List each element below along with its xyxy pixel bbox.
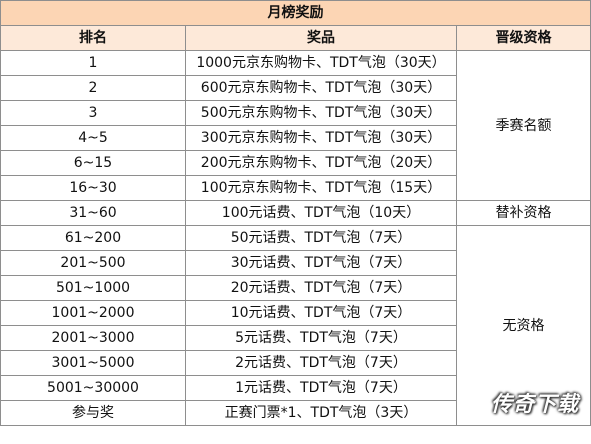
table-row: 参与奖 正赛门票*1、TDT气泡（3天） (0, 400, 591, 426)
table-row: 1001~2000 10元话费、TDT气泡（7天） (0, 300, 591, 326)
rank-cell: 2 (0, 75, 186, 101)
table-row: 3 500元京东购物卡、TDT气泡（30天） (0, 100, 591, 126)
prize-cell: 50元话费、TDT气泡（7天） (185, 225, 457, 251)
table-row: 61~200 50元话费、TDT气泡（7天） 无资格 (0, 225, 591, 426)
prize-cell: 600元京东购物卡、TDT气泡（30天） (185, 75, 457, 101)
rank-cell: 3001~5000 (0, 350, 186, 376)
table-row: 16~30 100元京东购物卡、TDT气泡（15天） (0, 175, 591, 201)
rank-cell: 501~1000 (0, 275, 186, 301)
qualification-cell-none: 无资格 (456, 225, 591, 426)
prize-cell: 10元话费、TDT气泡（7天） (185, 300, 457, 326)
rank-cell: 参与奖 (0, 400, 186, 426)
prize-cell: 2元话费、TDT气泡（7天） (185, 350, 457, 376)
table-row: 6~15 200元京东购物卡、TDT气泡（20天） (0, 150, 591, 176)
table-row: 3001~5000 2元话费、TDT气泡（7天） (0, 350, 591, 376)
rank-cell: 1001~2000 (0, 300, 186, 326)
rank-cell: 6~15 (0, 150, 186, 176)
monthly-rewards-table: 月榜奖励 排名 奖品 晋级资格 1 1000元京东购物卡、TDT气泡（30天） … (0, 0, 591, 426)
prize-cell: 200元京东购物卡、TDT气泡（20天） (185, 150, 457, 176)
prize-cell: 1元话费、TDT气泡（7天） (185, 375, 457, 401)
table-row: 2001~3000 5元话费、TDT气泡（7天） (0, 325, 591, 351)
prize-cell: 300元京东购物卡、TDT气泡（30天） (185, 125, 457, 151)
table-title-row: 月榜奖励 (0, 0, 591, 26)
table-row: 5001~30000 1元话费、TDT气泡（7天） (0, 375, 591, 401)
rank-cell: 16~30 (0, 175, 186, 201)
prize-cell: 20元话费、TDT气泡（7天） (185, 275, 457, 301)
qualification-cell-substitute: 替补资格 (456, 200, 591, 226)
table-row: 4~5 300元京东购物卡、TDT气泡（30天） (0, 125, 591, 151)
table-row: 1 1000元京东购物卡、TDT气泡（30天） 季赛名额 (0, 50, 591, 201)
rank-cell: 2001~3000 (0, 325, 186, 351)
rank-cell: 3 (0, 100, 186, 126)
qualification-cell-season-slot: 季赛名额 (456, 50, 591, 201)
qualification-column-header: 晋级资格 (456, 25, 591, 51)
prize-cell: 1000元京东购物卡、TDT气泡（30天） (185, 50, 457, 76)
prize-cell: 正赛门票*1、TDT气泡（3天） (185, 400, 457, 426)
prize-cell: 500元京东购物卡、TDT气泡（30天） (185, 100, 457, 126)
site-watermark: 传奇下载 (491, 392, 579, 416)
prize-cell: 100元话费、TDT气泡（10天） (185, 200, 457, 226)
rank-cell: 1 (0, 50, 186, 76)
rank-cell: 5001~30000 (0, 375, 186, 401)
prize-cell: 100元京东购物卡、TDT气泡（15天） (185, 175, 457, 201)
prize-column-header: 奖品 (185, 25, 457, 51)
table-header-row: 排名 奖品 晋级资格 (0, 25, 591, 51)
table-row: 31~60 100元话费、TDT气泡（10天） 替补资格 (0, 200, 591, 226)
table-title: 月榜奖励 (0, 0, 591, 26)
prize-cell: 30元话费、TDT气泡（7天） (185, 250, 457, 276)
prize-cell: 5元话费、TDT气泡（7天） (185, 325, 457, 351)
rank-column-header: 排名 (0, 25, 186, 51)
table-row: 501~1000 20元话费、TDT气泡（7天） (0, 275, 591, 301)
rank-cell: 61~200 (0, 225, 186, 251)
rank-cell: 201~500 (0, 250, 186, 276)
rank-cell: 4~5 (0, 125, 186, 151)
rank-cell: 31~60 (0, 200, 186, 226)
